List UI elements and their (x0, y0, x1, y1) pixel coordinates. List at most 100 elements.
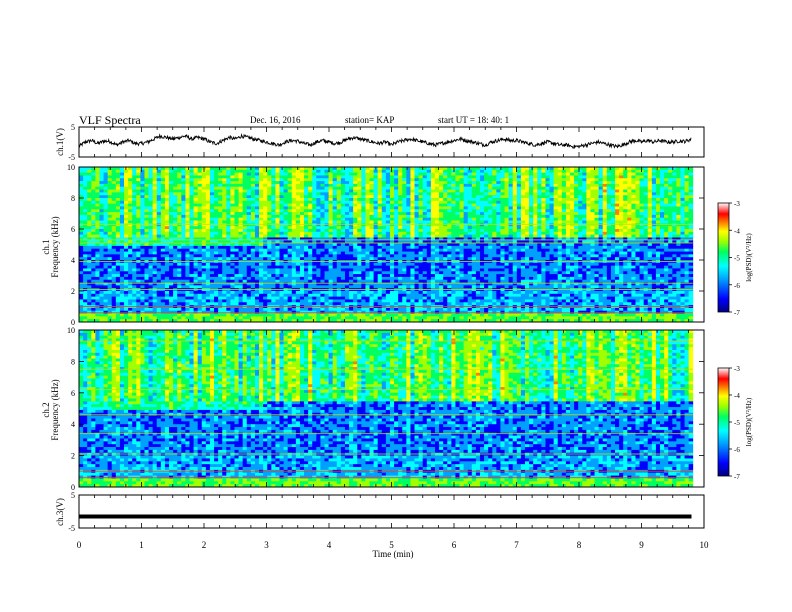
spectrogram-cell (95, 245, 100, 250)
spectrogram-cell (627, 195, 632, 199)
spectrogram-cell (336, 169, 342, 174)
spectrogram-cell (541, 212, 546, 216)
spectrogram-cell (373, 200, 379, 205)
spectrogram-cell (524, 237, 530, 241)
spectrogram-cell (79, 209, 84, 213)
spectrogram-cell (91, 178, 96, 182)
spectrogram-cell (197, 186, 203, 190)
spectrogram-cell (128, 234, 133, 238)
spectrogram-cell (259, 192, 264, 196)
spectrogram-cell (565, 251, 571, 255)
spectrogram-cell (381, 167, 387, 171)
spectrogram-cell (156, 251, 162, 255)
spectrogram-cell (672, 220, 677, 224)
spectrogram-cell (402, 254, 407, 258)
spectrogram-cell (144, 172, 149, 176)
spectrogram-cell (160, 257, 166, 261)
spectrogram-cell (512, 195, 518, 199)
spectrogram-cell (357, 206, 362, 210)
spectrogram-cell (185, 243, 190, 247)
spectrogram-cell (369, 248, 374, 252)
spectrogram-cell (385, 214, 391, 219)
spectrogram-cell (561, 195, 567, 199)
spectrogram-cell (254, 169, 260, 174)
spectrogram-cell (324, 237, 329, 241)
spectrogram-cell (115, 167, 121, 171)
spectrogram-cell (95, 169, 100, 174)
spectrogram-cell (79, 198, 84, 202)
spectrogram-cell (467, 248, 473, 252)
spectrogram-cell (144, 257, 149, 261)
spectrogram-cell (676, 234, 681, 238)
spectrogram-cell (471, 226, 477, 230)
spectrogram-cell (549, 223, 555, 227)
spectrogram-cell (275, 183, 280, 188)
spectrogram-cell (91, 212, 96, 216)
spectrogram-cell (672, 175, 677, 179)
spectrogram-cell (83, 214, 88, 219)
spectrogram-cell (688, 220, 694, 224)
spectrogram-cell (615, 245, 620, 250)
spectrogram-cell (484, 172, 489, 176)
spectrogram-cell (189, 175, 194, 179)
spectrogram-cell (537, 214, 542, 219)
spectrogram-cell (254, 257, 260, 261)
spectrogram-cell (124, 209, 129, 213)
spectrogram-cell (471, 240, 477, 244)
spectrogram-cell (602, 169, 608, 174)
spectrogram-cell (655, 234, 661, 238)
spectrogram-cell (398, 181, 403, 185)
spectrogram-cell (197, 209, 203, 213)
spectrogram-cell (631, 178, 636, 182)
spectrogram-cell (439, 167, 444, 171)
spectrogram-cell (488, 206, 493, 210)
spectrogram-cell (234, 200, 239, 205)
spectrogram-cell (222, 229, 227, 233)
spectrogram-cell (103, 195, 109, 199)
spectrogram-cell (631, 226, 636, 230)
spectrogram-cell (336, 192, 342, 196)
spectrogram-cell (610, 243, 616, 247)
spectrogram-cell (381, 212, 387, 216)
spectrogram-cell (148, 212, 154, 216)
spectrogram-cell (316, 237, 321, 241)
spectrogram-cell (488, 223, 493, 227)
spectrogram-cell (389, 169, 395, 174)
spectrogram-cell (545, 229, 550, 233)
spectrogram-cell (647, 223, 653, 227)
spectrogram-cell (230, 240, 235, 244)
spectrogram-cell (377, 203, 383, 207)
spectrogram-cell (205, 245, 211, 250)
spectrogram-cell (353, 206, 358, 210)
spectrogram-cell (553, 234, 559, 238)
spectrogram-cell (406, 214, 411, 219)
spectrogram-cell (242, 231, 248, 236)
spectrogram-cell (279, 195, 284, 199)
spectrogram-cell (128, 217, 133, 221)
spectrogram-cell (541, 209, 546, 213)
spectrogram-cell (598, 245, 604, 250)
spectrogram-cell (688, 167, 694, 171)
spectrogram-cell (230, 189, 235, 193)
spectrogram-cell (615, 186, 620, 190)
spectrogram-cell (177, 181, 182, 185)
spectrogram-cell (95, 231, 100, 236)
spectrogram-cell (283, 243, 289, 247)
spectrogram-cell (365, 206, 370, 210)
spectrogram-cell (439, 175, 444, 179)
spectrogram-cell (627, 175, 632, 179)
spectrogram-cell (512, 203, 518, 207)
spectrogram-cell (533, 175, 538, 179)
spectrogram-cell (369, 223, 374, 227)
spectrogram-cell (312, 212, 317, 216)
spectrogram-cell (385, 220, 391, 224)
spectrogram-cell (570, 217, 575, 221)
spectrogram-cell (361, 189, 366, 193)
spectrogram-cell (304, 220, 309, 224)
spectrogram-cell (443, 186, 448, 190)
spectrogram-cell (218, 178, 223, 182)
spectrogram-cell (103, 248, 109, 252)
spectrogram-cell (512, 243, 518, 247)
spectrogram-cell (422, 172, 428, 176)
spectrogram-cell (332, 234, 338, 238)
